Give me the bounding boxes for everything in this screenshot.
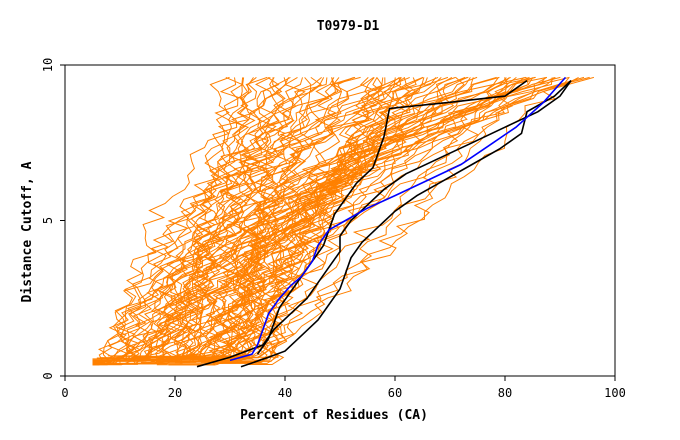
background-curve xyxy=(217,77,284,359)
background-curve xyxy=(92,76,356,363)
y-tick-label: 5 xyxy=(41,217,55,224)
background-curve xyxy=(133,76,561,358)
background-curve xyxy=(156,76,590,358)
x-axis-ticks: 0 20 40 60 80 100 xyxy=(61,376,626,400)
x-axis-label: Percent of Residues (CA) xyxy=(240,408,428,423)
y-tick-label: 0 xyxy=(41,372,55,379)
background-curve xyxy=(119,76,406,365)
chart-title: T0979-D1 xyxy=(317,19,380,34)
background-curve xyxy=(107,76,466,357)
background-curve xyxy=(92,76,527,365)
background-curve xyxy=(200,77,556,363)
background-curve xyxy=(92,76,322,365)
y-axis-label: Distance Cutoff, A xyxy=(20,161,35,302)
background-curve xyxy=(98,76,555,365)
x-tick-label: 60 xyxy=(388,386,402,400)
y-axis-ticks: 0 5 10 xyxy=(41,58,65,380)
background-curve xyxy=(135,77,249,364)
highlight-curve-black-2 xyxy=(240,80,572,368)
y-tick-label: 10 xyxy=(41,58,55,72)
background-curve xyxy=(100,76,291,359)
background-curve xyxy=(172,76,547,359)
background-curve xyxy=(156,77,257,366)
highlight-curves xyxy=(196,76,572,368)
background-curve xyxy=(168,76,280,366)
background-curve xyxy=(92,77,386,362)
x-tick-label: 20 xyxy=(168,386,182,400)
background-curve xyxy=(114,77,442,365)
highlight-curve-blue xyxy=(229,76,567,362)
background-curve xyxy=(162,76,530,361)
background-curve xyxy=(92,77,386,365)
background-curve xyxy=(190,77,425,360)
x-tick-label: 0 xyxy=(61,386,68,400)
x-tick-label: 80 xyxy=(498,386,512,400)
background-curve xyxy=(155,76,570,363)
background-curve xyxy=(92,76,468,366)
background-curve xyxy=(97,77,499,360)
background-curve xyxy=(92,77,396,361)
background-curve xyxy=(104,77,322,365)
x-tick-label: 40 xyxy=(278,386,292,400)
background-curve xyxy=(106,77,465,362)
highlight-curve-black-1 xyxy=(196,80,572,368)
highlight-curve-black-3 xyxy=(256,79,528,355)
x-tick-label: 100 xyxy=(604,386,626,400)
background-curve xyxy=(129,76,595,360)
background-curve xyxy=(173,77,525,363)
